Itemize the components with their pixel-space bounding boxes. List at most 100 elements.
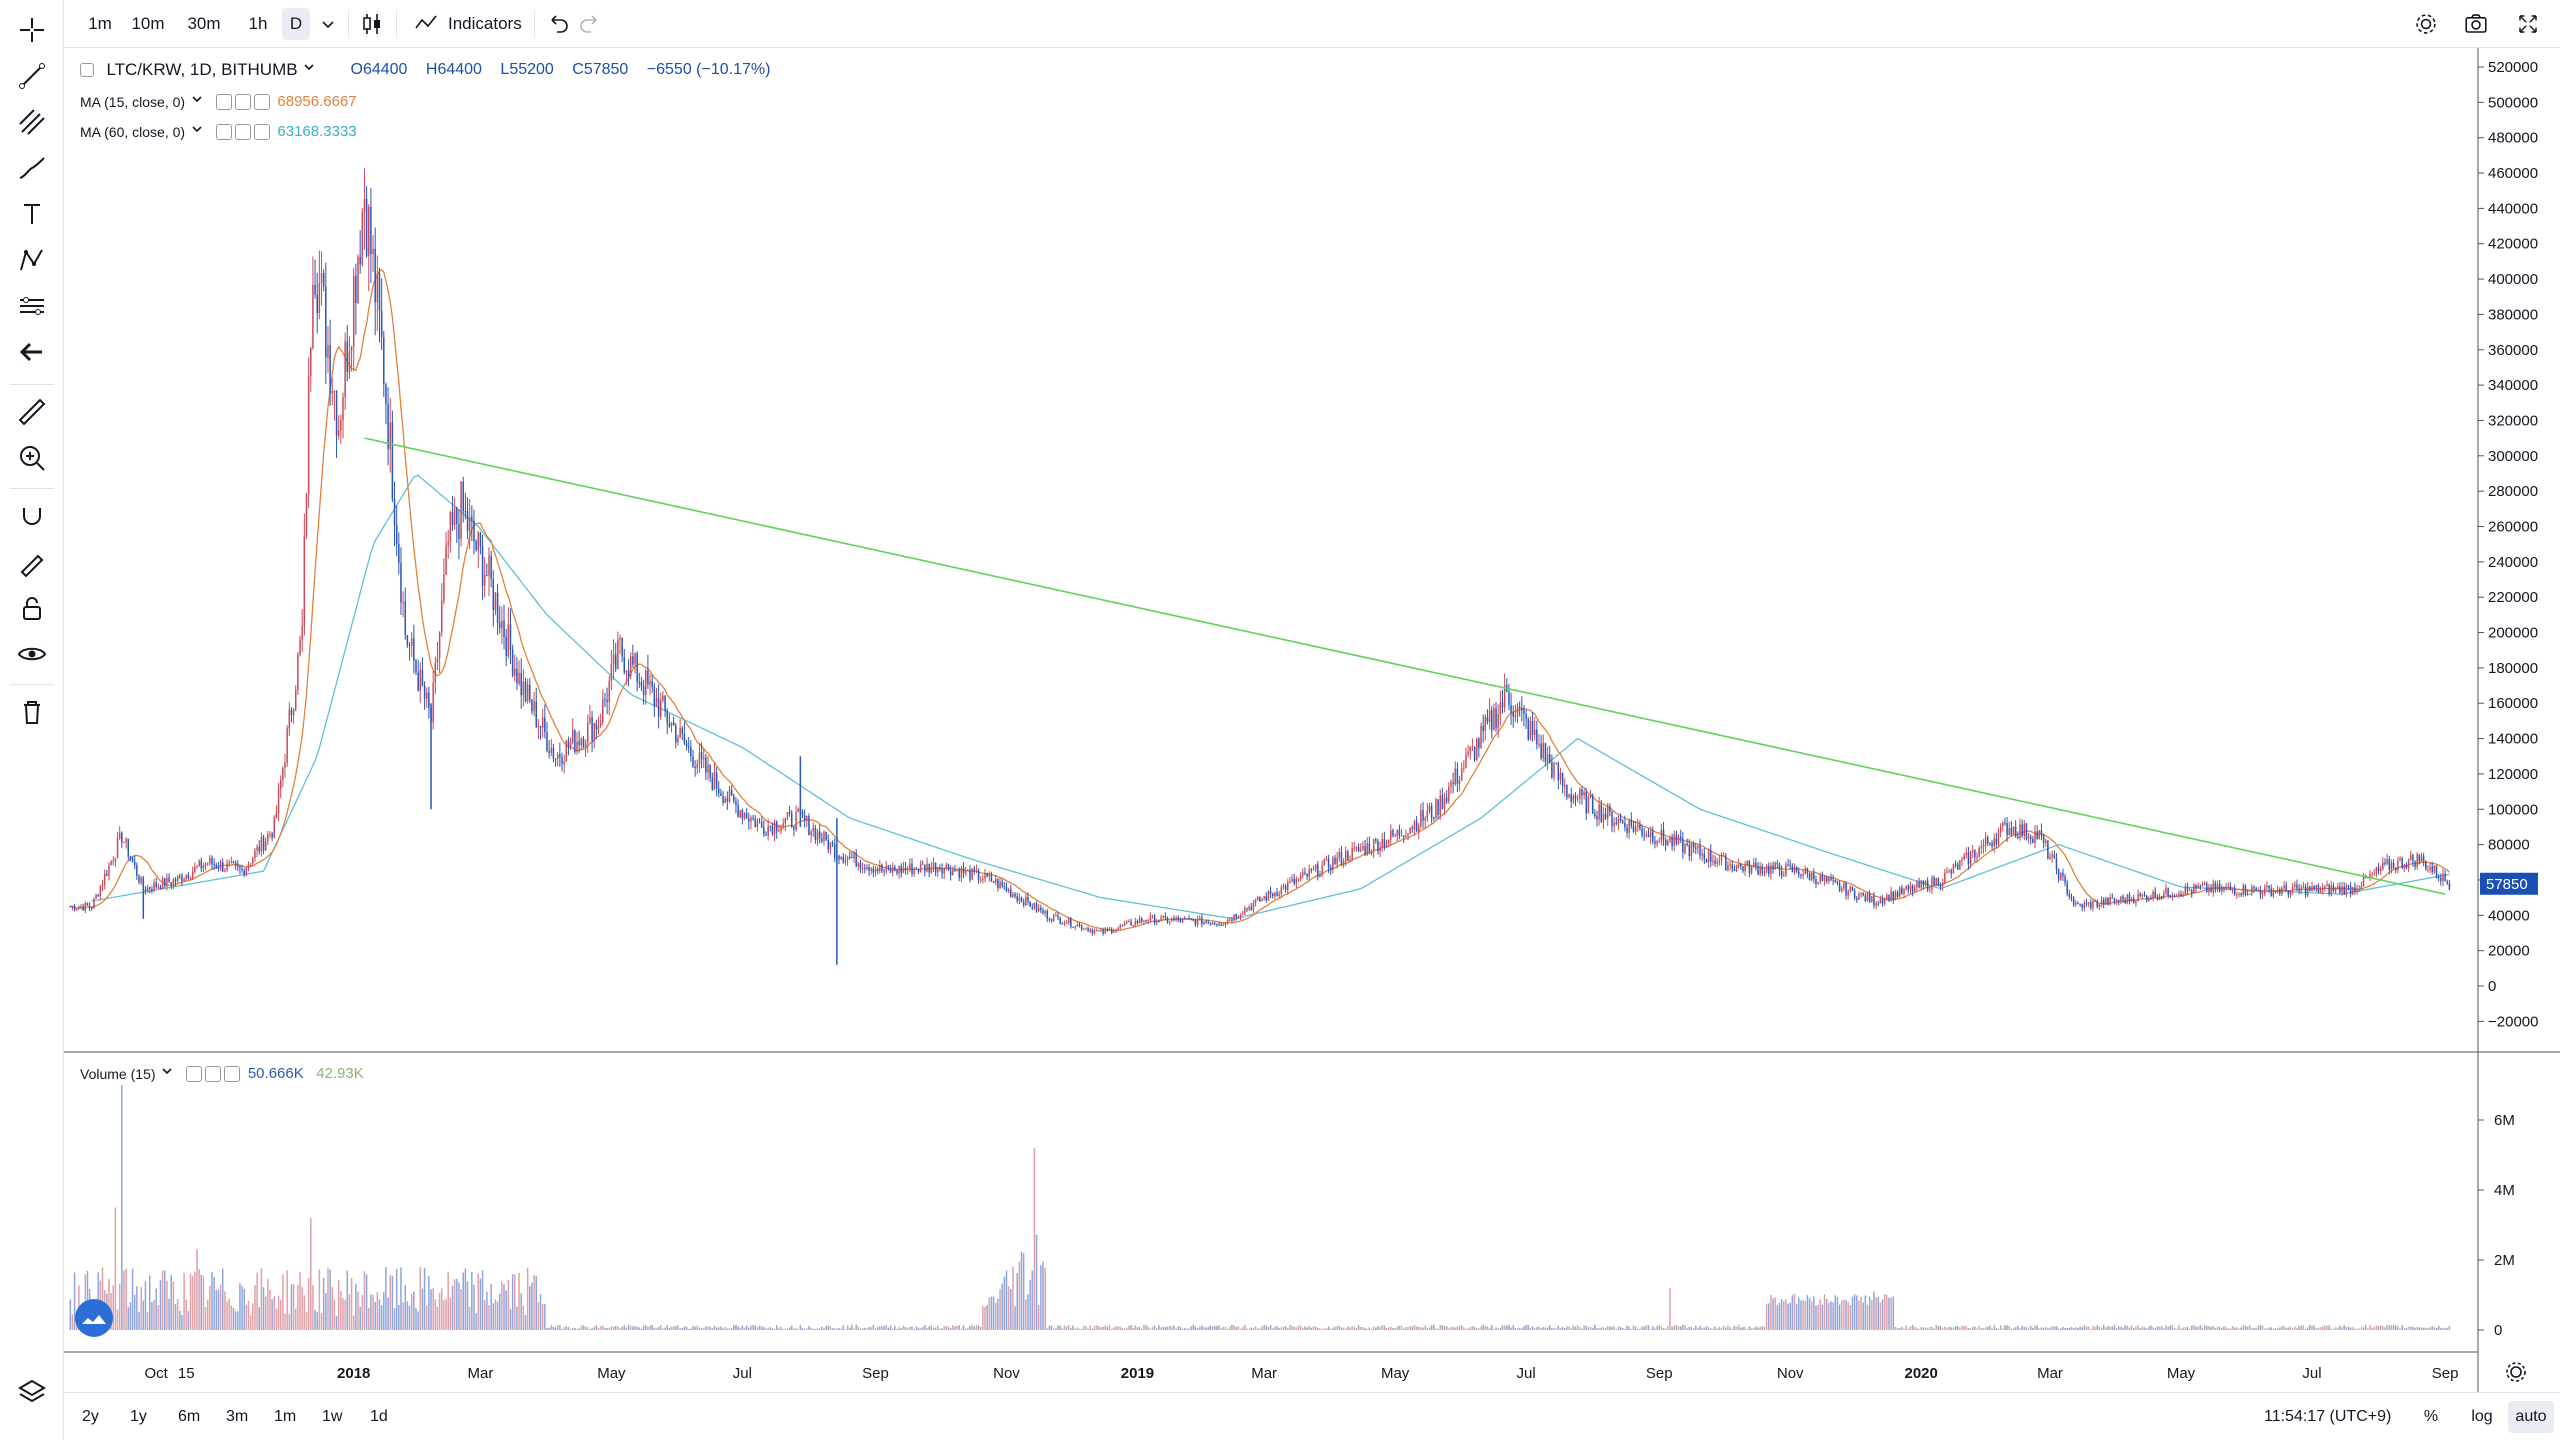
chevron-down-icon[interactable] xyxy=(160,1064,174,1078)
volume-bar xyxy=(1750,1328,1753,1330)
candle xyxy=(1587,794,1590,814)
candle xyxy=(1254,898,1257,907)
price-tick-label: 240000 xyxy=(2488,554,2538,571)
candle xyxy=(1145,919,1147,923)
volume-bar xyxy=(803,1328,806,1330)
clock-display[interactable]: 11:54:17 (UTC+9) xyxy=(2264,1408,2392,1425)
range-1y[interactable]: 1y xyxy=(130,1408,147,1425)
interval-30m[interactable]: 30m xyxy=(187,14,221,33)
gear-icon[interactable] xyxy=(205,1066,222,1082)
candle xyxy=(627,659,630,687)
magnet-icon[interactable] xyxy=(14,498,50,534)
range-3m[interactable]: 3m xyxy=(226,1408,249,1425)
gear-icon[interactable] xyxy=(234,124,251,140)
chevron-down-icon[interactable] xyxy=(190,122,204,136)
close-icon[interactable] xyxy=(224,1066,241,1082)
percent-scale-toggle[interactable]: % xyxy=(2423,1408,2439,1425)
camera-icon[interactable] xyxy=(2458,8,2494,40)
volume-bar xyxy=(1132,1328,1134,1330)
object-tree-icon[interactable] xyxy=(14,1374,50,1410)
volume-bar xyxy=(1755,1326,1757,1330)
ma60-title[interactable]: MA (60, close, 0) xyxy=(80,124,186,140)
candle xyxy=(2137,889,2139,902)
volume-bar xyxy=(1130,1325,1132,1330)
chevron-down-icon[interactable] xyxy=(190,92,204,106)
undo-icon[interactable] xyxy=(542,8,572,40)
crosshair-icon[interactable] xyxy=(14,12,50,48)
ma15-title[interactable]: MA (15, close, 0) xyxy=(80,94,186,110)
lock-icon[interactable] xyxy=(14,590,50,626)
range-1d[interactable]: 1d xyxy=(370,1408,388,1425)
volume-bar xyxy=(838,1327,840,1330)
eye-icon[interactable] xyxy=(215,124,232,140)
volume-bar xyxy=(1321,1328,1323,1330)
candle xyxy=(1433,816,1435,822)
trash-icon[interactable] xyxy=(14,694,50,730)
pitchfork-icon[interactable] xyxy=(14,104,50,140)
volume-bar xyxy=(1151,1326,1154,1330)
volume-bar xyxy=(2371,1327,2373,1330)
range-2y[interactable]: 2y xyxy=(82,1408,99,1425)
text-icon[interactable] xyxy=(14,196,50,232)
collapse-legend-icon[interactable] xyxy=(80,63,94,78)
volume-bar xyxy=(1012,1266,1014,1330)
volume-bar xyxy=(1469,1326,1472,1330)
candle xyxy=(606,687,608,715)
ruler-icon[interactable] xyxy=(14,394,50,430)
volume-bar xyxy=(393,1308,396,1330)
candle xyxy=(1677,834,1680,845)
gear-icon[interactable] xyxy=(234,94,251,110)
auto-scale-toggle[interactable]: auto xyxy=(2508,1401,2554,1433)
volume-bar xyxy=(1817,1304,1819,1330)
volume-bar xyxy=(1649,1328,1652,1330)
volume-bar xyxy=(1269,1325,1272,1330)
interval-10m[interactable]: 10m xyxy=(131,14,165,33)
candle xyxy=(1203,921,1205,925)
candle xyxy=(269,831,271,839)
volume-title[interactable]: Volume (15) xyxy=(80,1066,156,1082)
candle xyxy=(2266,881,2268,891)
candle xyxy=(1982,839,1985,854)
interval-d[interactable]: D xyxy=(282,8,310,40)
eye-icon[interactable] xyxy=(186,1066,203,1082)
candles-icon[interactable] xyxy=(356,8,388,40)
range-1m[interactable]: 1m xyxy=(274,1408,297,1425)
close-icon[interactable] xyxy=(253,94,270,110)
candle xyxy=(1035,901,1038,913)
brush-icon[interactable] xyxy=(14,150,50,186)
candle xyxy=(969,865,971,883)
range-6m[interactable]: 6m xyxy=(178,1408,201,1425)
eye-icon[interactable] xyxy=(14,636,50,672)
volume-bar xyxy=(310,1218,312,1330)
redo-icon[interactable] xyxy=(576,8,606,40)
candle xyxy=(2124,897,2126,905)
candle xyxy=(1168,921,1171,926)
volume-bar xyxy=(1699,1325,1701,1330)
chevron-down-icon[interactable] xyxy=(302,60,316,74)
volume-bar xyxy=(1310,1327,1313,1330)
trend-line-icon[interactable] xyxy=(14,58,50,94)
interval-1h[interactable]: 1h xyxy=(248,14,268,33)
volume-bar xyxy=(531,1282,533,1330)
pattern-icon[interactable] xyxy=(14,242,50,278)
volume-bar xyxy=(722,1328,724,1330)
back-arrow-icon[interactable] xyxy=(14,334,50,370)
symbol-title[interactable]: LTC/KRW, 1D, BITHUMB xyxy=(106,60,298,80)
stay-drawing-icon[interactable] xyxy=(14,544,50,580)
candle xyxy=(378,267,381,343)
settings-gear-icon[interactable] xyxy=(2408,8,2444,40)
prediction-icon[interactable] xyxy=(14,288,50,324)
candle xyxy=(2272,887,2275,899)
eye-icon[interactable] xyxy=(215,94,232,110)
range-1w[interactable]: 1w xyxy=(322,1408,343,1425)
fullscreen-icon[interactable] xyxy=(2510,8,2546,40)
candle xyxy=(724,796,726,803)
interval-1m[interactable]: 1m xyxy=(88,14,112,33)
log-scale-toggle[interactable]: log xyxy=(2471,1408,2493,1425)
indicators-button[interactable]: Indicators xyxy=(406,8,556,40)
close-icon[interactable] xyxy=(253,124,270,140)
volume-bar xyxy=(267,1278,269,1330)
zoom-in-icon[interactable] xyxy=(14,440,50,476)
chevron-down-icon[interactable] xyxy=(318,14,338,34)
